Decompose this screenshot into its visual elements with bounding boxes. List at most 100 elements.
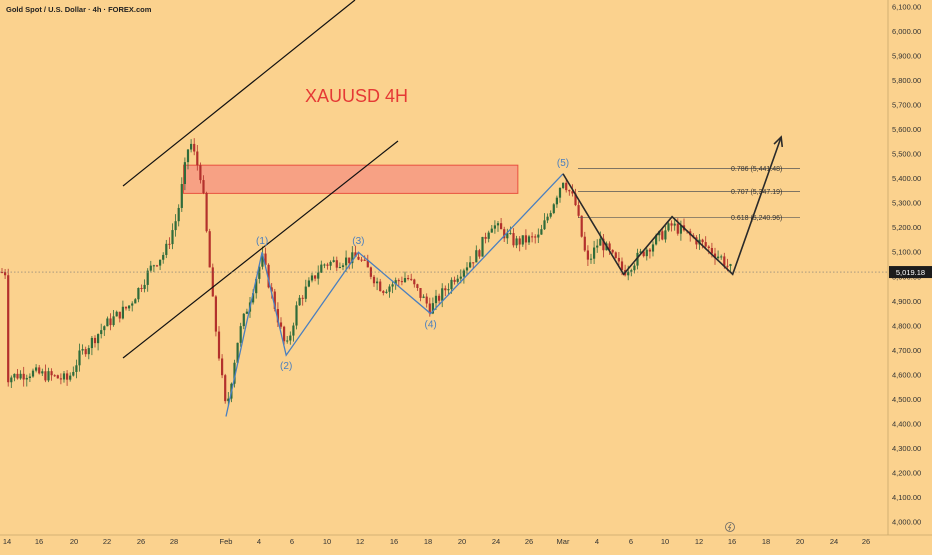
candle-body (397, 280, 400, 282)
candle-body (571, 191, 574, 194)
candle-body (118, 311, 121, 319)
candle-body (710, 247, 713, 254)
candle-body (329, 261, 332, 266)
candle-body (465, 267, 469, 271)
candle-body (162, 254, 165, 260)
last-price-badge (889, 266, 932, 279)
candle-body (25, 377, 28, 380)
candle-body (177, 207, 180, 222)
candle-body (245, 311, 248, 314)
candle-body (661, 231, 664, 240)
candle-body (131, 303, 134, 306)
x-tick-label: 20 (458, 537, 466, 546)
candle-body (676, 223, 679, 234)
fib-level-label: 0.786 (5,441.48) (731, 166, 782, 173)
candle-body (28, 376, 31, 378)
candle-body (729, 264, 732, 266)
candle-body (301, 297, 304, 299)
candle-body (469, 262, 472, 268)
candle-body (487, 232, 490, 239)
fib-level-label: 0.618 (5,240.96) (731, 215, 782, 222)
wave-label: (3) (352, 236, 364, 247)
candle-body (69, 375, 72, 380)
x-tick-label: 16 (728, 537, 736, 546)
x-tick-label: 10 (323, 537, 331, 546)
candle-body (524, 235, 527, 243)
y-tick-label: 4,300.00 (892, 444, 921, 453)
x-tick-label: 20 (70, 537, 78, 546)
projection-path[interactable] (562, 136, 782, 276)
channel-lower-line[interactable] (122, 140, 399, 359)
candle-body (354, 252, 357, 257)
candle-body (56, 375, 59, 379)
elliott-wave-line[interactable] (225, 173, 564, 417)
candle-body (16, 373, 19, 379)
candle-body (574, 193, 577, 206)
x-tick-label: Feb (220, 537, 233, 546)
candle-body (270, 287, 273, 292)
candle-body (363, 259, 366, 261)
x-tick-label: 20 (796, 537, 804, 546)
candle-body (31, 370, 35, 377)
x-tick-label: 14 (3, 537, 11, 546)
candle-body (202, 180, 205, 193)
y-tick-label: 6,000.00 (892, 27, 921, 36)
wave-label: (1) (256, 236, 268, 247)
candle-body (655, 235, 658, 245)
x-tick-label: 18 (424, 537, 432, 546)
candle-body (369, 267, 372, 277)
candle-body (292, 325, 295, 336)
candle-body (320, 264, 323, 273)
candle-body (425, 296, 428, 304)
candle-body (165, 243, 168, 255)
candle-body (586, 250, 589, 260)
candle-body (217, 331, 221, 359)
candle-body (620, 261, 624, 271)
candle-body (279, 322, 283, 327)
candle-body (211, 267, 214, 297)
supply-zone[interactable] (183, 164, 519, 194)
candle-body (450, 279, 453, 290)
candle-body (140, 287, 143, 289)
candle-body (413, 279, 416, 285)
candle-body (87, 348, 90, 355)
channel-upper-line[interactable] (122, 0, 356, 187)
candle-body (527, 236, 531, 243)
candle-body (726, 265, 729, 267)
candle-body (84, 349, 87, 355)
candle-body (224, 375, 227, 402)
x-tick-label: 10 (661, 537, 669, 546)
candle-body (137, 287, 140, 300)
candle-body (295, 305, 298, 326)
candle-body (304, 286, 307, 299)
candle-body (558, 187, 562, 198)
candle-body (391, 284, 394, 287)
candle-body (376, 281, 379, 284)
y-tick-label: 5,400.00 (892, 174, 921, 183)
candle-body (267, 264, 270, 288)
candle-body (679, 225, 682, 234)
x-tick-label: 28 (170, 537, 178, 546)
candle-body (394, 280, 397, 285)
event-marker-icon[interactable] (725, 522, 735, 532)
candle-body (90, 337, 93, 349)
y-tick-label: 5,700.00 (892, 101, 921, 110)
y-tick-label: 5,300.00 (892, 199, 921, 208)
candle-body (106, 318, 109, 327)
candle-body (707, 246, 710, 248)
candle-body (289, 335, 292, 341)
candle-body (506, 233, 509, 239)
candle-body (317, 272, 320, 279)
candle-body (438, 295, 441, 301)
candle-body (199, 165, 202, 181)
candle-body (611, 249, 614, 253)
candle-body (633, 265, 636, 271)
y-tick-label: 4,200.00 (892, 468, 921, 477)
candle-body (577, 205, 580, 216)
y-tick-label: 4,800.00 (892, 321, 921, 330)
x-tick-label: 12 (356, 537, 364, 546)
x-tick-label: 18 (762, 537, 770, 546)
candle-body (500, 223, 503, 230)
